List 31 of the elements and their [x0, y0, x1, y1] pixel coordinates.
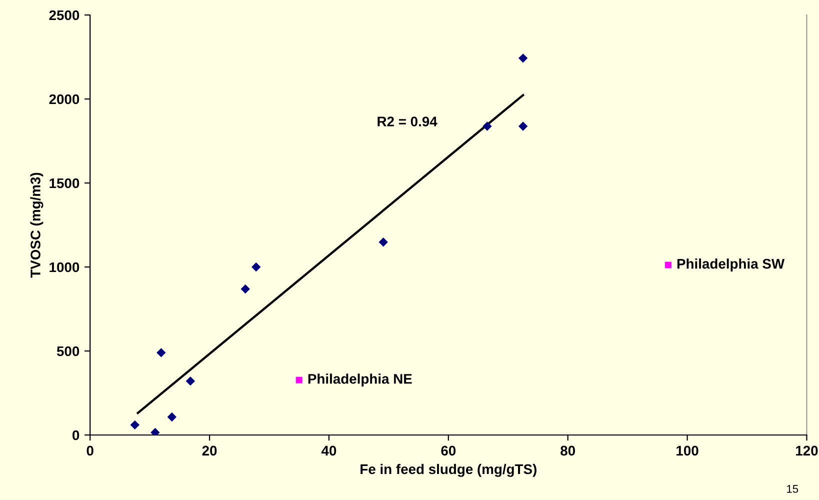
x-tick-label: 0	[86, 446, 94, 456]
point	[252, 262, 261, 272]
y-axis-title: TVOSC (mg/m3)	[30, 172, 44, 278]
annotation: R2 = 0.94	[378, 116, 438, 126]
x-tick-label: 20	[202, 446, 217, 456]
point	[156, 348, 166, 358]
y-tick-label: 500	[56, 346, 80, 356]
x-tick-label: 120	[796, 446, 818, 456]
text: 15	[787, 485, 798, 493]
point	[664, 262, 672, 268]
point	[167, 412, 177, 422]
y-tick-label: 1500	[50, 178, 80, 188]
point	[296, 376, 302, 384]
y-tick-label: 2000	[49, 94, 80, 104]
point	[518, 122, 528, 131]
x-tick-label: 40	[321, 446, 336, 456]
point	[518, 54, 528, 63]
x-tick-label: 100	[676, 446, 698, 456]
point	[240, 284, 250, 294]
point	[130, 420, 140, 430]
series-label: Philadelphia SW	[677, 258, 785, 272]
point	[186, 376, 196, 386]
x-axis-title: Fe in feed sludge (mg/gTS)	[360, 464, 536, 477]
series-label: Philadelphia NE	[308, 374, 412, 387]
y-tick-label: 2500	[49, 10, 80, 20]
point	[482, 122, 492, 131]
point	[378, 238, 388, 247]
y-tick-label: 1000	[50, 262, 80, 272]
x-tick-label: 80	[560, 446, 575, 456]
x-tick-label: 60	[441, 446, 456, 456]
y-tick-label: 0	[72, 430, 80, 440]
